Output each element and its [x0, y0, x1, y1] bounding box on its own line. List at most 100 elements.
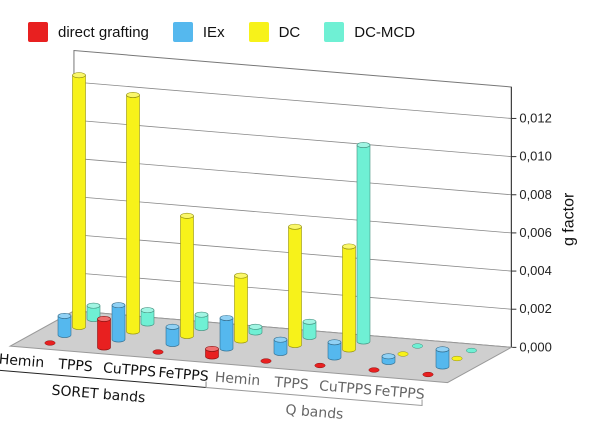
bar-top — [86, 302, 101, 309]
bar-iex — [435, 346, 450, 370]
bar-iex — [57, 313, 72, 338]
bar-top — [397, 351, 409, 357]
bar-top — [126, 92, 140, 98]
legend-item-dc-mcd: DC-MCD — [324, 22, 415, 42]
y-tick-label: 0,006 — [519, 225, 552, 240]
y-tick-label: 0,002 — [519, 301, 552, 316]
bar-top — [205, 345, 219, 352]
bar-body — [97, 318, 111, 351]
legend-item-iex: IEx — [172, 22, 225, 42]
bar-top — [140, 307, 155, 314]
bar-body — [435, 349, 450, 370]
bar-dc — [126, 92, 140, 335]
bar-dc-mcd — [140, 307, 155, 327]
legend-label-dc: DC — [278, 23, 301, 41]
bar-body — [356, 144, 371, 345]
bar-iex — [381, 353, 396, 365]
category-label: CuTPPS — [102, 360, 156, 380]
legend-label-direct-grafting: direct grafting — [58, 23, 149, 41]
bar-iex — [111, 302, 126, 343]
bar-top — [152, 349, 164, 355]
bar-body — [288, 226, 302, 348]
bar-top — [314, 362, 326, 369]
bar-top — [111, 302, 126, 309]
legend-swatch-dc-mcd — [324, 22, 345, 42]
bar-iex — [273, 336, 288, 356]
bar-top — [302, 318, 317, 325]
category-label: FeTPPS — [158, 365, 209, 385]
bar-top — [435, 346, 450, 353]
bar-direct-grafting — [205, 345, 219, 360]
legend-label-iex: IEx — [202, 23, 225, 41]
bar-direct-grafting — [152, 349, 164, 355]
legend-swatch-dc — [248, 22, 269, 42]
category-label: TPPS — [273, 374, 310, 393]
group-bracket — [205, 381, 423, 407]
bar-top — [72, 72, 86, 79]
bar-top — [327, 339, 342, 346]
legend-swatch-iex — [172, 22, 193, 42]
bar-direct-grafting — [422, 371, 434, 378]
bar-top — [260, 358, 272, 364]
bar-dc-mcd — [412, 343, 423, 349]
y-axis-label: g factor — [560, 192, 577, 246]
category-label: Hemin — [214, 370, 261, 390]
bar-dc-mcd — [356, 142, 371, 345]
y-tick-label: 0,008 — [519, 187, 552, 202]
bar-dc-mcd — [248, 323, 263, 336]
gridline — [73, 81, 512, 119]
legend-label-dc-mcd: DC-MCD — [354, 23, 416, 41]
y-tick-label: 0,000 — [519, 339, 552, 354]
gridline — [73, 157, 512, 196]
bar-body — [165, 326, 180, 347]
bar-top — [248, 323, 263, 330]
bar-iex — [327, 339, 342, 361]
bar-top — [368, 367, 380, 373]
bar-top — [165, 323, 180, 330]
bar-direct-grafting — [260, 358, 272, 364]
bar-top — [412, 343, 423, 349]
group-label: SORET bands — [51, 383, 146, 407]
bar-top — [381, 353, 396, 360]
bar-body — [57, 315, 72, 338]
bar-dc — [234, 272, 248, 344]
gridline — [73, 119, 512, 158]
legend-item-direct-grafting: direct grafting — [28, 22, 149, 42]
bar-top — [219, 315, 234, 321]
bar-direct-grafting — [97, 315, 111, 351]
bar-top — [97, 315, 111, 322]
bar-direct-grafting — [368, 367, 380, 373]
bar-dc — [397, 351, 409, 357]
bar-dc — [451, 355, 463, 362]
bar-top — [466, 347, 477, 354]
bar-dc-mcd — [86, 302, 101, 322]
bar-dc — [72, 72, 86, 330]
category-label: CuTPPS — [318, 378, 372, 398]
category-label: FeTPPS — [374, 383, 425, 403]
bar-dc — [288, 223, 302, 348]
group-label: Q bands — [285, 402, 344, 423]
legend-item-dc: DC — [248, 22, 301, 42]
bar-top — [44, 340, 56, 346]
bar-direct-grafting — [44, 340, 56, 346]
gridline — [73, 196, 512, 234]
bar-direct-grafting — [314, 362, 326, 369]
bar-top — [234, 272, 248, 279]
bar-body — [342, 246, 356, 353]
bar-top — [342, 243, 356, 250]
y-tick-label: 0,012 — [519, 110, 552, 125]
bar-body — [126, 94, 140, 335]
bar-iex — [165, 323, 180, 347]
bar-dc-mcd — [194, 311, 209, 331]
bar-body — [111, 305, 126, 343]
y-tick-label: 0,010 — [519, 149, 552, 164]
bar-body — [234, 275, 248, 344]
category-label: TPPS — [57, 356, 94, 375]
bar-dc — [180, 212, 194, 339]
bar-body — [219, 317, 234, 352]
bar-top — [422, 371, 434, 378]
bar-body — [180, 215, 194, 339]
bar-dc-mcd — [466, 347, 477, 354]
bar-top — [451, 355, 463, 362]
